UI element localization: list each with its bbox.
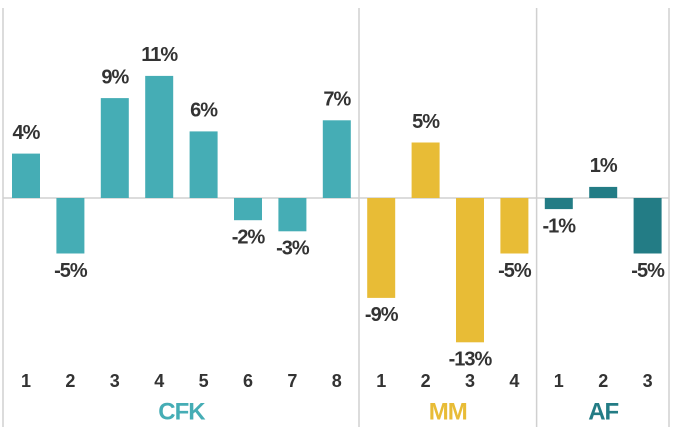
data-label: 5% [412,111,440,133]
bar [544,198,573,210]
data-label: -5% [54,260,88,282]
bar [234,198,262,221]
bar [56,198,85,254]
group-label: AF [588,398,618,425]
x-tick-label: 3 [643,371,653,391]
x-tick-label: 2 [421,371,431,391]
x-tick-label: 1 [21,371,31,391]
data-label: -5% [498,260,532,282]
data-label: 9% [101,66,129,88]
bar [100,98,129,198]
bar [189,131,218,198]
data-label: 7% [323,89,351,111]
data-label: -2% [232,226,266,248]
bar [278,198,307,232]
data-label: 11% [141,44,178,66]
x-tick-label: 3 [465,371,475,391]
x-tick-label: 1 [376,371,386,391]
x-tick-label: 6 [243,371,253,391]
x-tick-label: 7 [287,371,297,391]
x-tick-label: 5 [199,371,209,391]
data-label: -1% [543,215,577,237]
x-tick-label: 4 [509,371,519,391]
bar [589,186,618,198]
bar [633,198,662,254]
data-label: 6% [190,100,218,122]
x-tick-label: 8 [332,371,342,391]
bar [145,75,174,198]
data-label: -13% [449,349,493,371]
bar [456,198,484,343]
group-label: MM [429,398,467,425]
data-label: -9% [365,304,399,326]
x-tick-label: 4 [154,371,164,391]
x-tick-label: 2 [65,371,75,391]
bar [500,198,529,254]
group-label: CFK [158,398,206,425]
x-tick-label: 2 [598,371,608,391]
x-tick-label: 3 [110,371,120,391]
bar [322,120,351,198]
bar [12,153,40,198]
data-label: 4% [13,122,41,144]
data-label: -5% [631,260,665,282]
x-tick-label: 1 [554,371,564,391]
bar [411,142,440,198]
data-label: 1% [590,155,618,177]
bar [367,198,396,298]
data-label: -3% [276,238,310,260]
